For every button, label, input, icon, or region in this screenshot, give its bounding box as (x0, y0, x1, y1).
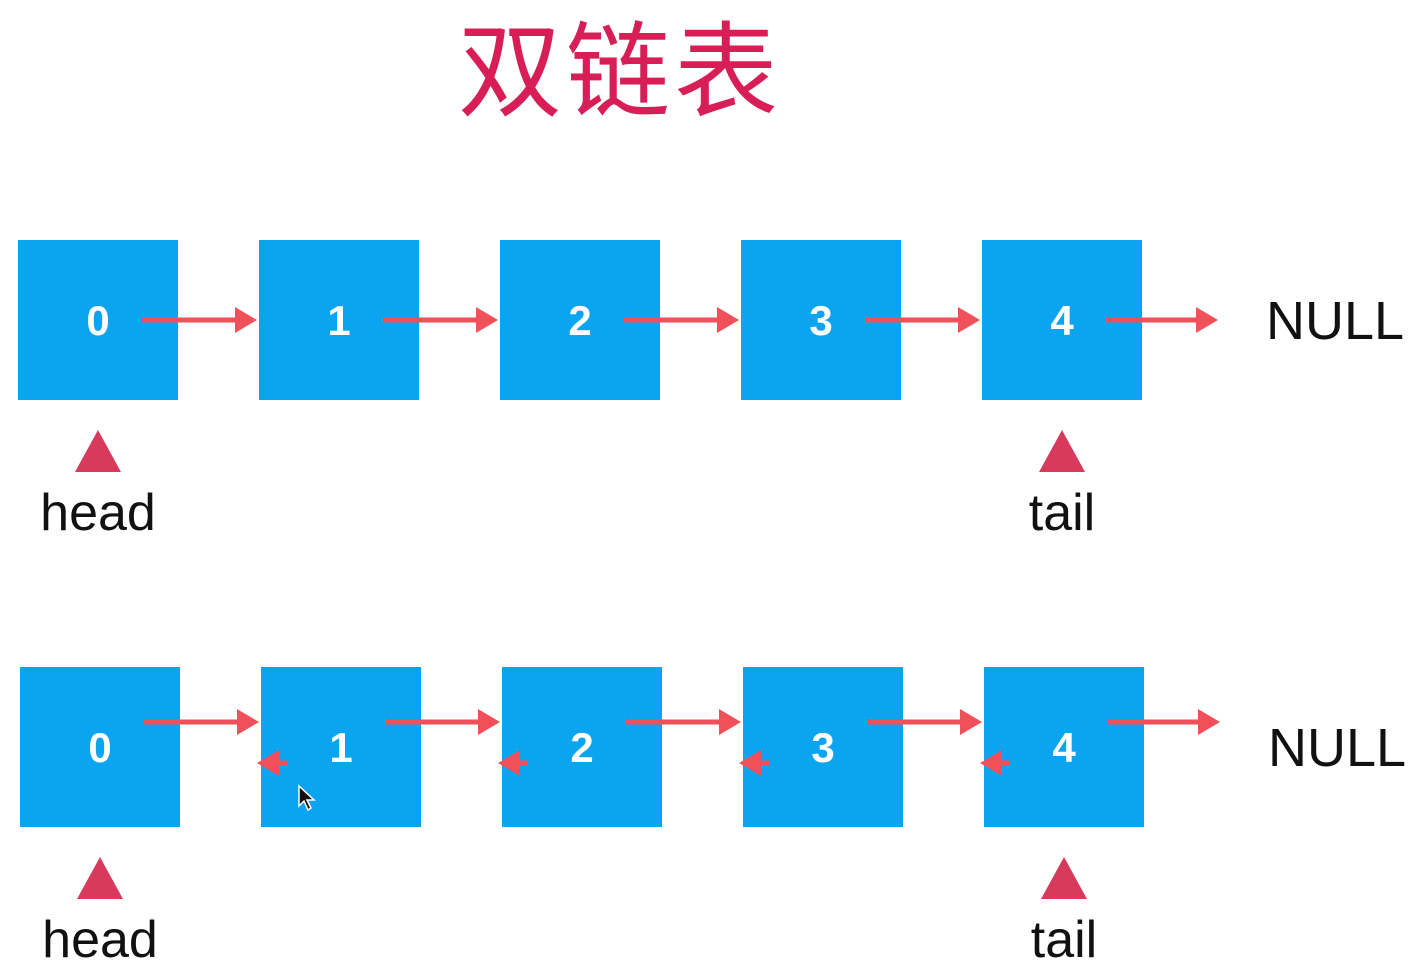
slide-title: 双链表 (457, 11, 782, 133)
node-value: 3 (809, 297, 832, 344)
next-arrow-head (717, 307, 739, 333)
next-arrow (626, 709, 741, 735)
head-label: head (42, 911, 158, 969)
next-arrow-head (235, 307, 257, 333)
next-arrow (867, 709, 982, 735)
next-arrow (144, 709, 259, 735)
next-null-arrow-head (1198, 709, 1220, 735)
node-value: 4 (1050, 297, 1074, 344)
null-label: NULL (1268, 718, 1406, 778)
node-value: 2 (570, 724, 593, 771)
prev-arrow-head (257, 750, 279, 776)
head-label: head (40, 484, 156, 542)
node-box (20, 667, 180, 827)
node-value: 0 (88, 724, 111, 771)
next-arrow (383, 307, 498, 333)
next-arrow (624, 307, 739, 333)
prev-arrow (739, 750, 769, 776)
prev-arrow (980, 750, 1010, 776)
next-arrow-head (958, 307, 980, 333)
next-null-arrow-head (1196, 307, 1218, 333)
node-box (502, 667, 662, 827)
list-node: 4 (984, 667, 1144, 827)
diagram-doubly-linked: 0 1 2 3 4 NULL head tail (20, 667, 1406, 969)
prev-arrow-head (498, 750, 520, 776)
tail-pointer-triangle-icon (1041, 857, 1087, 899)
node-value: 4 (1052, 724, 1076, 771)
list-node: 3 (743, 667, 903, 827)
node-box (984, 667, 1144, 827)
diagram-singly-linked: 0 1 2 3 4 NULL head tail (18, 240, 1404, 542)
next-arrow-head (237, 709, 259, 735)
list-node: 2 (502, 667, 662, 827)
next-arrow (865, 307, 980, 333)
list-node: 0 (20, 667, 180, 827)
next-arrow-head (476, 307, 498, 333)
next-arrow-head (719, 709, 741, 735)
node-box (743, 667, 903, 827)
prev-arrow (257, 750, 287, 776)
next-arrow (385, 709, 500, 735)
node-value: 2 (568, 297, 591, 344)
node-value: 3 (811, 724, 834, 771)
next-arrow (142, 307, 257, 333)
node-value: 0 (86, 297, 109, 344)
tail-pointer-triangle-icon (1039, 430, 1085, 472)
list-node: 1 (261, 667, 421, 827)
head-pointer-triangle-icon (77, 857, 123, 899)
next-null-arrow (1106, 307, 1218, 333)
node-box (261, 667, 421, 827)
prev-arrow (498, 750, 528, 776)
mouse-cursor-icon (298, 784, 316, 812)
head-pointer-triangle-icon (75, 430, 121, 472)
node-value: 1 (329, 724, 352, 771)
next-arrow-head (960, 709, 982, 735)
prev-arrow-head (739, 750, 761, 776)
prev-arrow-head (980, 750, 1002, 776)
tail-label: tail (1031, 911, 1097, 969)
tail-label: tail (1029, 484, 1095, 542)
node-value: 1 (327, 297, 350, 344)
next-arrow-head (478, 709, 500, 735)
null-label: NULL (1266, 291, 1404, 351)
next-null-arrow (1108, 709, 1220, 735)
